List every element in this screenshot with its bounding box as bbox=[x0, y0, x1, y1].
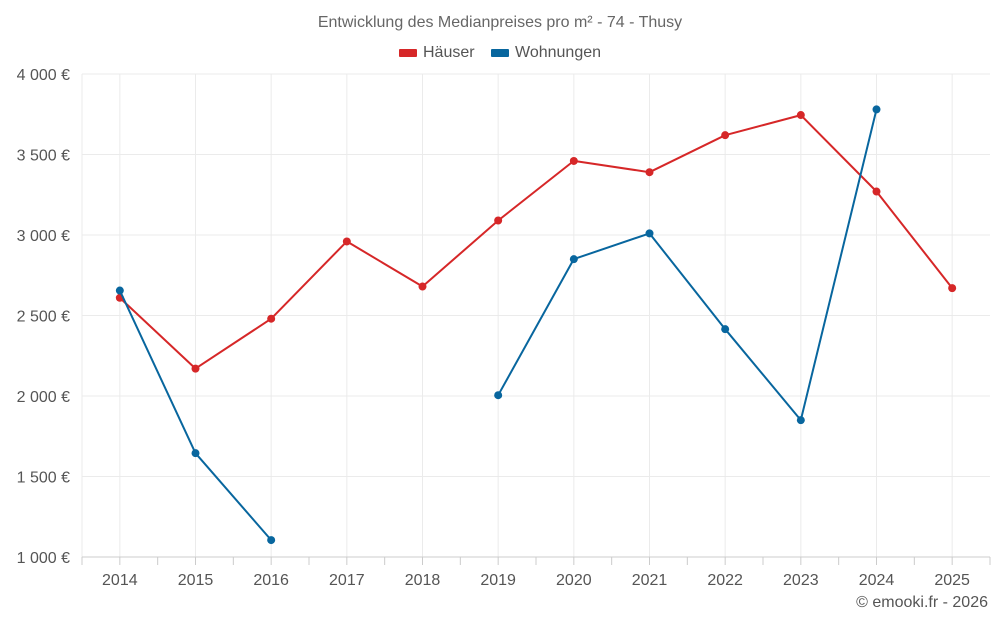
legend-item-haeuser[interactable]: Häuser bbox=[398, 44, 475, 62]
data-point-wohnungen bbox=[872, 105, 881, 114]
chart-title: Entwicklung des Medianpreises pro m² - 7… bbox=[317, 14, 683, 31]
y-tick-label: 1 000 € bbox=[17, 550, 70, 567]
axis-layer: 1 000 € 1 500 € 2 000 € 2 500 € 3 000 € 3 500… bbox=[17, 67, 991, 589]
y-tick-label: 4 000 € bbox=[17, 67, 70, 84]
data-point-haeuser bbox=[267, 314, 276, 323]
legend-swatch-haeuser bbox=[398, 49, 417, 57]
legend-label-haeuser: Häuser bbox=[422, 44, 475, 61]
y-tick-label: 2 000 € bbox=[17, 389, 70, 406]
y-tick-label: 2 500 € bbox=[17, 309, 70, 326]
credit-text: © emooki.fr - 2026 bbox=[856, 594, 988, 611]
series-layer bbox=[115, 105, 957, 545]
x-tick-label: 2022 bbox=[707, 572, 743, 589]
data-point-wohnungen bbox=[115, 286, 124, 295]
data-point-wohnungen bbox=[494, 391, 503, 400]
y-tick-label: 3 000 € bbox=[17, 228, 70, 245]
data-point-wohnungen bbox=[569, 255, 578, 264]
data-point-wohnungen bbox=[796, 416, 805, 425]
x-tick-label: 2018 bbox=[405, 572, 441, 589]
x-tick-label: 2025 bbox=[934, 572, 970, 589]
data-point-wohnungen bbox=[267, 536, 276, 545]
data-point-haeuser bbox=[494, 216, 503, 225]
data-point-haeuser bbox=[872, 187, 881, 196]
x-tick-label: 2017 bbox=[329, 572, 365, 589]
legend-swatch-wohnungen bbox=[491, 49, 510, 57]
legend-label-wohnungen: Wohnungen bbox=[515, 44, 602, 61]
data-point-haeuser bbox=[721, 131, 730, 140]
data-point-haeuser bbox=[796, 111, 805, 120]
x-tick-label: 2019 bbox=[480, 572, 516, 589]
data-point-haeuser bbox=[645, 168, 654, 177]
y-tick-label: 3 500 € bbox=[17, 148, 70, 165]
x-tick-label: 2015 bbox=[178, 572, 214, 589]
x-tick-label: 2016 bbox=[253, 572, 289, 589]
legend-item-wohnungen[interactable]: Wohnungen bbox=[491, 44, 601, 62]
data-point-wohnungen bbox=[191, 449, 200, 458]
series-line-haeuser bbox=[118, 114, 954, 370]
data-point-haeuser bbox=[418, 282, 427, 291]
series-line-wohnungen bbox=[497, 108, 878, 422]
data-point-haeuser bbox=[569, 156, 578, 165]
grid-layer bbox=[81, 73, 990, 557]
data-point-haeuser bbox=[948, 284, 957, 293]
data-point-haeuser bbox=[191, 364, 200, 373]
x-tick-label: 2023 bbox=[783, 572, 819, 589]
y-tick-label: 1 500 € bbox=[17, 470, 70, 487]
data-point-haeuser bbox=[342, 237, 351, 246]
chart-legend: Häuser Wohnungen bbox=[0, 44, 1000, 62]
x-tick-label: 2020 bbox=[556, 572, 592, 589]
x-tick-label: 2024 bbox=[859, 572, 895, 589]
data-point-wohnungen bbox=[721, 325, 730, 334]
data-point-wohnungen bbox=[645, 229, 654, 238]
x-tick-label: 2021 bbox=[632, 572, 668, 589]
x-tick-label: 2014 bbox=[102, 572, 138, 589]
